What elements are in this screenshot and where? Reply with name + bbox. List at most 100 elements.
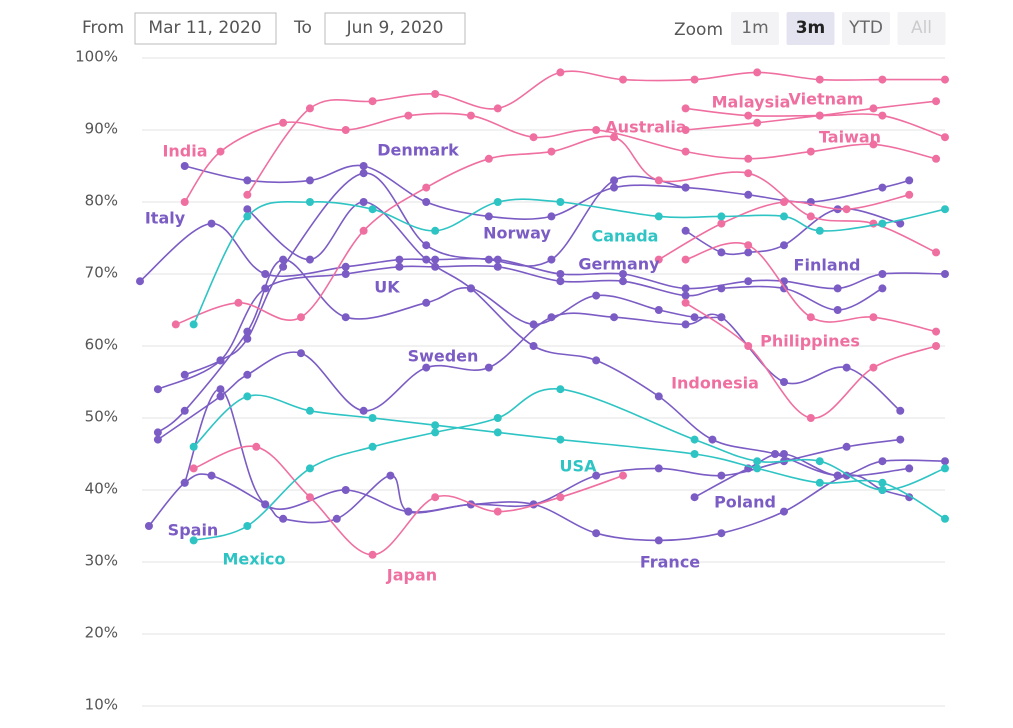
data-point[interactable] — [896, 435, 905, 444]
data-point[interactable] — [484, 363, 493, 372]
data-point[interactable] — [297, 349, 305, 358]
data-point[interactable] — [941, 205, 949, 214]
data-point[interactable] — [681, 147, 690, 156]
data-point[interactable] — [619, 277, 627, 286]
data-point[interactable] — [279, 255, 288, 264]
data-point[interactable] — [941, 457, 949, 466]
data-point[interactable] — [681, 255, 690, 264]
data-point[interactable] — [690, 435, 699, 444]
data-point[interactable] — [422, 198, 431, 206]
data-point[interactable] — [243, 190, 252, 199]
data-point[interactable] — [610, 183, 619, 192]
data-point[interactable] — [297, 313, 305, 322]
data-point[interactable] — [207, 219, 216, 228]
data-point[interactable] — [878, 270, 887, 278]
data-point[interactable] — [547, 313, 556, 322]
data-point[interactable] — [869, 104, 878, 113]
data-point[interactable] — [431, 493, 440, 502]
data-point[interactable] — [341, 313, 350, 322]
data-point[interactable] — [189, 464, 198, 473]
data-point[interactable] — [932, 327, 941, 336]
data-point[interactable] — [681, 226, 690, 235]
data-point[interactable] — [592, 126, 601, 134]
data-point[interactable] — [941, 270, 949, 278]
data-point[interactable] — [905, 190, 914, 199]
data-point[interactable] — [780, 198, 788, 206]
data-point[interactable] — [717, 219, 726, 228]
data-point[interactable] — [681, 126, 690, 134]
data-point[interactable] — [780, 212, 788, 221]
data-point[interactable] — [431, 226, 440, 235]
data-point[interactable] — [216, 147, 225, 156]
data-point[interactable] — [815, 111, 824, 120]
data-point[interactable] — [493, 507, 502, 516]
data-point[interactable] — [681, 183, 690, 192]
data-point[interactable] — [744, 154, 753, 163]
data-point[interactable] — [529, 133, 538, 142]
data-point[interactable] — [422, 298, 431, 307]
data-point[interactable] — [341, 486, 350, 494]
data-point[interactable] — [189, 536, 198, 545]
data-point[interactable] — [654, 255, 663, 264]
data-point[interactable] — [493, 414, 502, 422]
data-point[interactable] — [305, 255, 314, 264]
data-point[interactable] — [780, 378, 788, 386]
data-point[interactable] — [654, 306, 663, 314]
data-point[interactable] — [619, 75, 627, 84]
data-point[interactable] — [842, 442, 851, 451]
data-point[interactable] — [243, 205, 252, 214]
data-point[interactable] — [780, 507, 788, 516]
data-point[interactable] — [878, 486, 887, 494]
data-point[interactable] — [878, 284, 887, 293]
data-point[interactable] — [806, 212, 815, 221]
data-point[interactable] — [753, 464, 762, 473]
data-point[interactable] — [305, 464, 314, 473]
data-point[interactable] — [681, 320, 690, 329]
data-point[interactable] — [690, 493, 699, 502]
data-point[interactable] — [404, 507, 413, 516]
data-point[interactable] — [136, 277, 144, 286]
data-point[interactable] — [180, 478, 189, 487]
data-point[interactable] — [386, 471, 395, 480]
zoom-button-label[interactable]: All — [911, 18, 932, 38]
data-point[interactable] — [869, 313, 878, 322]
data-point[interactable] — [305, 493, 314, 502]
data-point[interactable] — [216, 392, 225, 401]
data-point[interactable] — [466, 284, 475, 293]
data-point[interactable] — [592, 356, 601, 365]
data-point[interactable] — [619, 471, 627, 480]
zoom-button-label[interactable]: 3m — [796, 18, 826, 38]
data-point[interactable] — [806, 147, 815, 156]
data-point[interactable] — [261, 270, 270, 278]
data-point[interactable] — [493, 104, 502, 113]
data-point[interactable] — [252, 442, 261, 451]
data-point[interactable] — [619, 270, 627, 278]
data-point[interactable] — [305, 176, 314, 185]
data-point[interactable] — [833, 306, 842, 314]
data-point[interactable] — [180, 406, 189, 415]
data-point[interactable] — [359, 162, 368, 170]
data-point[interactable] — [234, 298, 243, 307]
data-point[interactable] — [654, 176, 663, 185]
data-point[interactable] — [243, 327, 252, 336]
data-point[interactable] — [243, 392, 252, 401]
data-point[interactable] — [216, 356, 225, 365]
data-point[interactable] — [744, 342, 753, 350]
data-point[interactable] — [744, 190, 753, 199]
data-point[interactable] — [941, 514, 949, 523]
data-point[interactable] — [556, 198, 565, 206]
data-point[interactable] — [332, 514, 341, 523]
data-point[interactable] — [878, 111, 887, 120]
data-point[interactable] — [932, 97, 941, 106]
from-date[interactable]: Mar 11, 2020 — [148, 18, 261, 38]
data-point[interactable] — [153, 428, 162, 437]
data-point[interactable] — [153, 385, 162, 394]
data-point[interactable] — [243, 176, 252, 185]
data-point[interactable] — [529, 320, 538, 329]
data-point[interactable] — [243, 334, 252, 343]
data-point[interactable] — [717, 212, 726, 221]
data-point[interactable] — [842, 363, 851, 372]
data-point[interactable] — [753, 457, 762, 466]
data-point[interactable] — [431, 428, 440, 437]
data-point[interactable] — [484, 212, 493, 221]
